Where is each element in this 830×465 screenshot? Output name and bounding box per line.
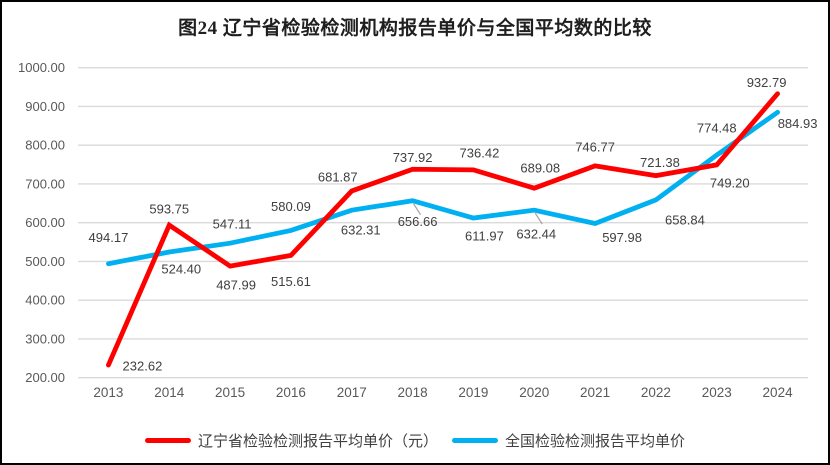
data-label: 749.20 [710, 175, 750, 190]
data-label: 737.92 [393, 150, 433, 165]
legend-item-national: 全国检验检测报告平均单价 [452, 430, 685, 451]
x-axis-tick-label: 2018 [398, 385, 428, 400]
y-axis-tick-label: 500.00 [25, 254, 65, 269]
x-axis-tick-label: 2015 [215, 385, 245, 400]
x-axis-tick-label: 2019 [458, 385, 488, 400]
liaoning-series-swatch-icon [144, 438, 191, 443]
x-axis-tick-label: 2013 [93, 385, 123, 400]
x-axis-tick-label: 2020 [519, 385, 549, 400]
data-label-leader-line [413, 203, 422, 216]
legend-label-national: 全国检验检测报告平均单价 [505, 433, 686, 450]
data-label: 597.98 [602, 230, 642, 245]
national-series-swatch-icon [452, 438, 498, 443]
x-axis-tick-label: 2017 [337, 385, 367, 400]
data-label: 736.42 [460, 145, 500, 160]
x-axis-tick-label: 2022 [641, 385, 671, 400]
data-label: 632.31 [341, 223, 381, 238]
data-label: 656.66 [398, 214, 438, 229]
data-label: 494.17 [89, 230, 129, 245]
y-axis-tick-label: 900.00 [25, 99, 65, 114]
data-label: 547.11 [213, 217, 252, 232]
x-axis-tick-label: 2024 [763, 385, 794, 400]
data-label: 515.61 [271, 274, 311, 289]
liaoning-series-line [106, 91, 780, 368]
data-label: 689.08 [520, 161, 560, 176]
y-axis-tick-label: 400.00 [25, 293, 65, 308]
y-axis-tick-label: 300.00 [25, 331, 65, 346]
data-label: 774.48 [697, 121, 737, 136]
data-label: 658.84 [665, 212, 705, 227]
y-axis-tick-label: 800.00 [25, 138, 65, 153]
legend-item-liaoning: 辽宁省检验检测报告平均单价（元） [144, 430, 438, 451]
data-label: 524.40 [161, 261, 201, 276]
data-label: 632.44 [516, 227, 556, 242]
legend-label-liaoning: 辽宁省检验检测报告平均单价（元） [197, 433, 438, 450]
chart-legend: 辽宁省检验检测报告平均单价（元） 全国检验检测报告平均单价 [2, 430, 828, 451]
data-label: 580.09 [271, 199, 311, 214]
data-label: 746.77 [575, 139, 615, 154]
data-label: 487.99 [216, 278, 256, 293]
x-axis-tick-label: 2014 [154, 385, 185, 400]
x-axis-tick-label: 2021 [580, 385, 610, 400]
y-axis-tick-label: 600.00 [25, 215, 65, 230]
data-label: 232.62 [123, 359, 163, 374]
national-series-line [106, 109, 780, 267]
y-axis-tick-label: 200.00 [25, 370, 65, 385]
y-axis-tick-label: 1000.00 [18, 60, 65, 75]
data-label: 932.79 [747, 75, 787, 90]
data-label: 721.38 [640, 155, 680, 170]
data-label: 593.75 [149, 202, 189, 217]
x-axis-tick-label: 2016 [276, 385, 306, 400]
chart-title: 图24 辽宁省检验检测机构报告单价与全国平均数的比较 [178, 18, 652, 39]
data-label: 611.97 [465, 229, 504, 244]
y-axis-tick-label: 700.00 [25, 176, 65, 191]
data-label: 884.93 [778, 116, 818, 131]
data-label-leader-line [534, 212, 543, 225]
data-label: 681.87 [318, 169, 358, 184]
x-axis-tick-label: 2023 [702, 385, 732, 400]
